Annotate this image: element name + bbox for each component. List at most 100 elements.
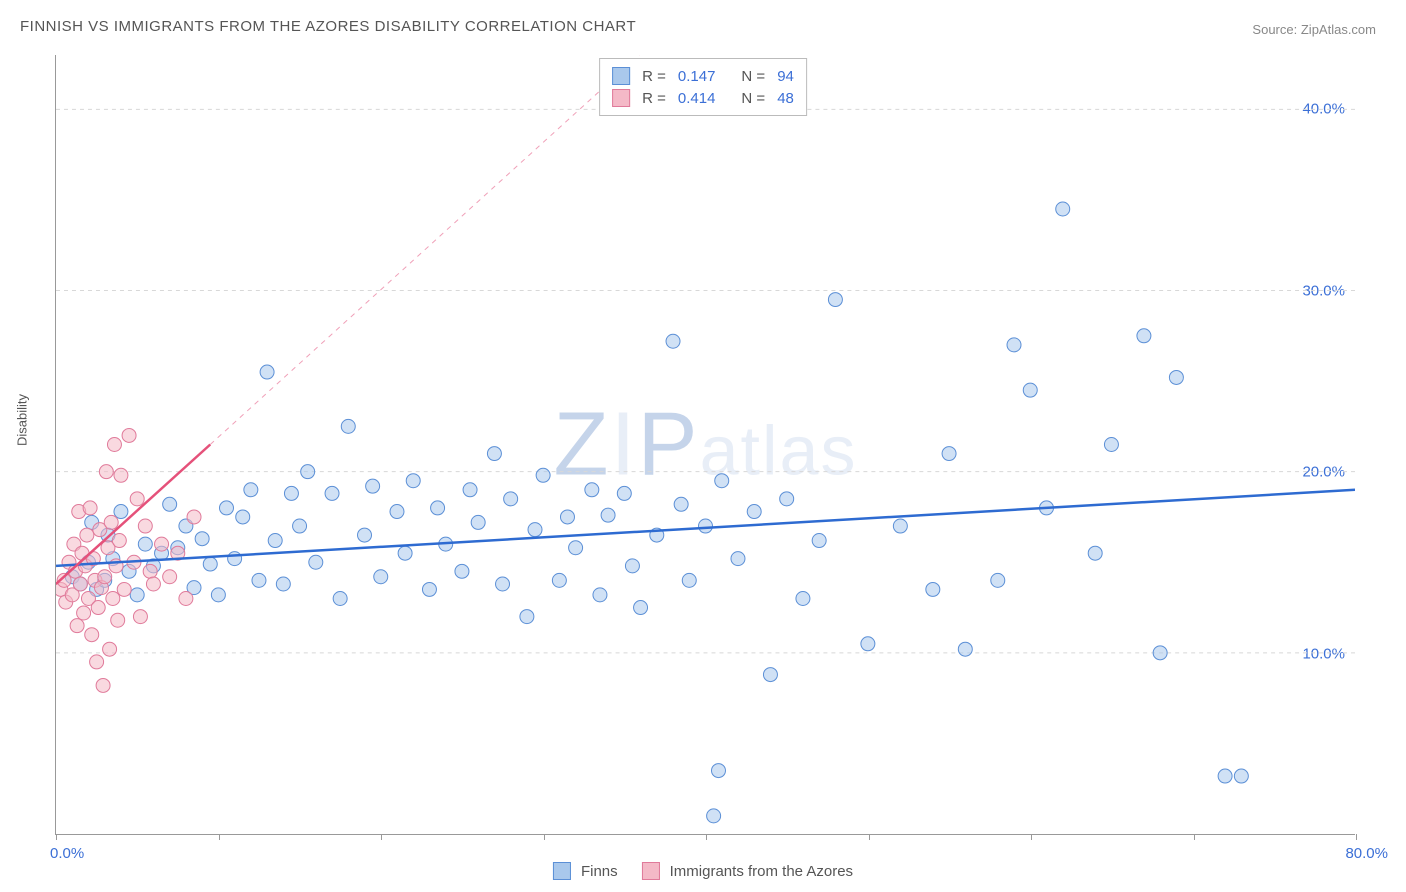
data-point	[828, 293, 842, 307]
data-point	[374, 570, 388, 584]
trend-line	[56, 490, 1355, 566]
trend-line	[210, 55, 639, 445]
x-tick	[381, 834, 382, 840]
data-point	[991, 573, 1005, 587]
data-point	[796, 591, 810, 605]
data-point	[812, 534, 826, 548]
data-point	[585, 483, 599, 497]
legend-label-finns: Finns	[581, 863, 618, 880]
data-point	[520, 610, 534, 624]
data-point	[219, 501, 233, 515]
data-point	[1104, 438, 1118, 452]
data-point	[422, 582, 436, 596]
swatch-pink	[642, 862, 660, 880]
data-point	[309, 555, 323, 569]
x-tick	[56, 834, 57, 840]
x-tick-0: 0.0%	[50, 845, 84, 862]
data-point	[711, 764, 725, 778]
data-point	[77, 606, 91, 620]
data-point	[893, 519, 907, 533]
r-label: R =	[642, 90, 666, 107]
data-point	[73, 577, 87, 591]
data-point	[674, 497, 688, 511]
x-tick	[1356, 834, 1357, 840]
chart-plot-area: ZIPatlas 10.0%20.0%30.0%40.0%	[55, 55, 1355, 835]
x-tick	[1031, 834, 1032, 840]
data-point	[455, 564, 469, 578]
x-tick	[869, 834, 870, 840]
data-point	[666, 334, 680, 348]
x-tick-80: 80.0%	[1345, 845, 1388, 862]
data-point	[70, 619, 84, 633]
source-name: ZipAtlas.com	[1301, 22, 1376, 37]
data-point	[187, 510, 201, 524]
data-point	[252, 573, 266, 587]
data-point	[463, 483, 477, 497]
data-point	[1137, 329, 1151, 343]
data-point	[155, 537, 169, 551]
data-point	[333, 591, 347, 605]
data-point	[406, 474, 420, 488]
legend-row-azores: R = 0.414 N = 48	[612, 87, 794, 109]
x-tick	[706, 834, 707, 840]
data-point	[90, 655, 104, 669]
data-point	[301, 465, 315, 479]
data-point	[560, 510, 574, 524]
data-point	[536, 468, 550, 482]
data-point	[276, 577, 290, 591]
data-point	[1088, 546, 1102, 560]
data-point	[358, 528, 372, 542]
data-point	[284, 486, 298, 500]
data-point	[341, 419, 355, 433]
data-point	[926, 582, 940, 596]
data-point	[163, 570, 177, 584]
data-point	[682, 573, 696, 587]
data-point	[471, 515, 485, 529]
data-point	[260, 365, 274, 379]
data-point	[138, 537, 152, 551]
data-point	[111, 613, 125, 627]
data-point	[133, 610, 147, 624]
data-point	[103, 642, 117, 656]
r-value-finns: 0.147	[678, 68, 716, 85]
data-point	[107, 438, 121, 452]
series-legend: Finns Immigrants from the Azores	[553, 862, 853, 880]
data-point	[569, 541, 583, 555]
data-point	[1056, 202, 1070, 216]
data-point	[114, 468, 128, 482]
data-point	[496, 577, 510, 591]
data-point	[1218, 769, 1232, 783]
data-point	[1007, 338, 1021, 352]
data-point	[99, 465, 113, 479]
data-point	[1169, 370, 1183, 384]
chart-title: FINNISH VS IMMIGRANTS FROM THE AZORES DI…	[20, 18, 636, 35]
n-label: N =	[741, 90, 765, 107]
data-point	[146, 577, 160, 591]
data-point	[431, 501, 445, 515]
data-point	[112, 534, 126, 548]
data-point	[138, 519, 152, 533]
data-point	[179, 591, 193, 605]
data-point	[130, 492, 144, 506]
data-point	[625, 559, 639, 573]
data-point	[763, 668, 777, 682]
data-point	[80, 528, 94, 542]
n-value-finns: 94	[777, 68, 794, 85]
n-label: N =	[741, 68, 765, 85]
source-attribution: Source: ZipAtlas.com	[1252, 22, 1376, 37]
data-point	[528, 523, 542, 537]
data-point	[617, 486, 631, 500]
data-point	[211, 588, 225, 602]
x-tick	[1194, 834, 1195, 840]
data-point	[1023, 383, 1037, 397]
data-point	[593, 588, 607, 602]
data-point	[1153, 646, 1167, 660]
data-point	[293, 519, 307, 533]
x-tick	[544, 834, 545, 840]
data-point	[163, 497, 177, 511]
data-point	[195, 532, 209, 546]
data-point	[96, 678, 110, 692]
r-label: R =	[642, 68, 666, 85]
data-point	[398, 546, 412, 560]
data-point	[85, 628, 99, 642]
